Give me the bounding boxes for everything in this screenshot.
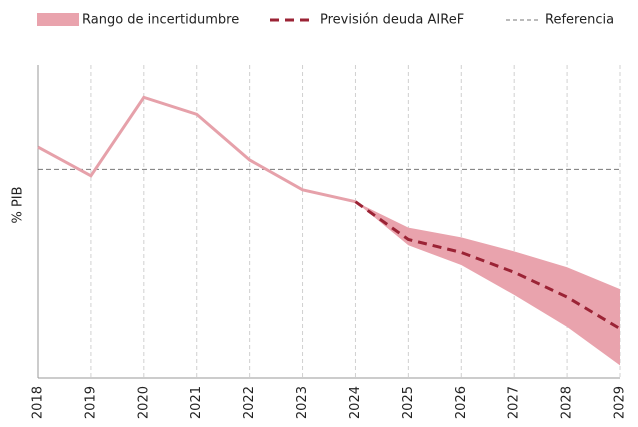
x-tick-label: 2018: [31, 386, 46, 419]
x-tick-label: 2023: [295, 386, 310, 419]
x-tick-label: 2027: [507, 386, 522, 419]
legend-label: Rango de incertidumbre: [82, 13, 239, 28]
x-tick-label: 2021: [189, 386, 204, 419]
legend-label: Referencia: [545, 13, 614, 28]
forecast-line: [354, 200, 621, 330]
x-tick-label: 2024: [348, 386, 363, 419]
x-tick-label: 2025: [401, 386, 416, 419]
legend-label: Previsión deuda AIReF: [320, 13, 464, 28]
uncertainty-band: [355, 201, 620, 366]
actual-line: [37, 95, 356, 204]
x-tick-label: 2028: [560, 386, 575, 419]
x-tick-label: 2022: [242, 386, 257, 419]
x-tick-label: 2019: [83, 386, 98, 419]
x-tick-label: 2020: [136, 386, 151, 419]
x-tick-label: 2026: [454, 386, 469, 419]
y-axis-label: % PIB: [11, 186, 26, 223]
legend-swatch: [37, 13, 79, 26]
x-tick-label: 2029: [613, 386, 628, 419]
